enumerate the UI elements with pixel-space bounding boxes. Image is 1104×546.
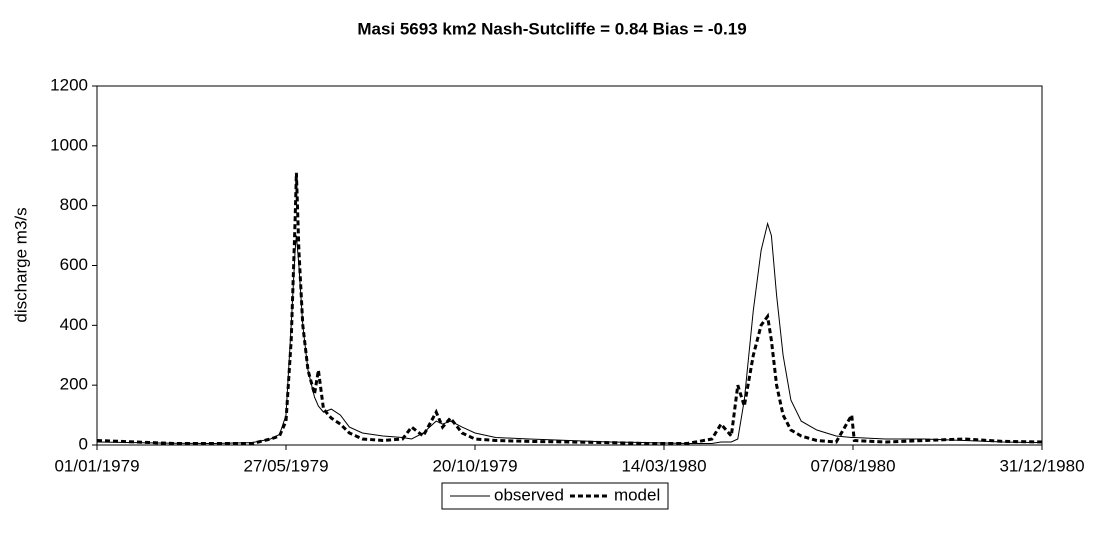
y-tick-label: 800 bbox=[60, 195, 88, 214]
x-tick-label: 31/12/1980 bbox=[999, 456, 1084, 475]
y-tick-label: 0 bbox=[79, 434, 88, 453]
series-line bbox=[96, 172, 1043, 445]
y-tick-label: 400 bbox=[60, 315, 88, 334]
legend-label: model bbox=[614, 485, 660, 504]
chart-title: Masi 5693 km2 Nash-Sutcliffe = 0.84 Bias… bbox=[357, 19, 746, 38]
y-tick-label: 1000 bbox=[50, 135, 88, 154]
y-tick-label: 200 bbox=[60, 375, 88, 394]
y-axis-label: discharge m3/s bbox=[11, 207, 30, 322]
x-tick-label: 20/10/1979 bbox=[432, 456, 517, 475]
y-tick-label: 600 bbox=[60, 255, 88, 274]
series-line bbox=[96, 221, 1043, 445]
plot-area bbox=[96, 85, 1043, 446]
x-tick-label: 07/08/1980 bbox=[810, 456, 895, 475]
x-tick-label: 27/05/1979 bbox=[243, 456, 328, 475]
x-tick-label: 01/01/1979 bbox=[54, 456, 139, 475]
legend-label: observed bbox=[494, 485, 564, 504]
y-tick-label: 1200 bbox=[50, 75, 88, 94]
x-tick-label: 14/03/1980 bbox=[621, 456, 706, 475]
